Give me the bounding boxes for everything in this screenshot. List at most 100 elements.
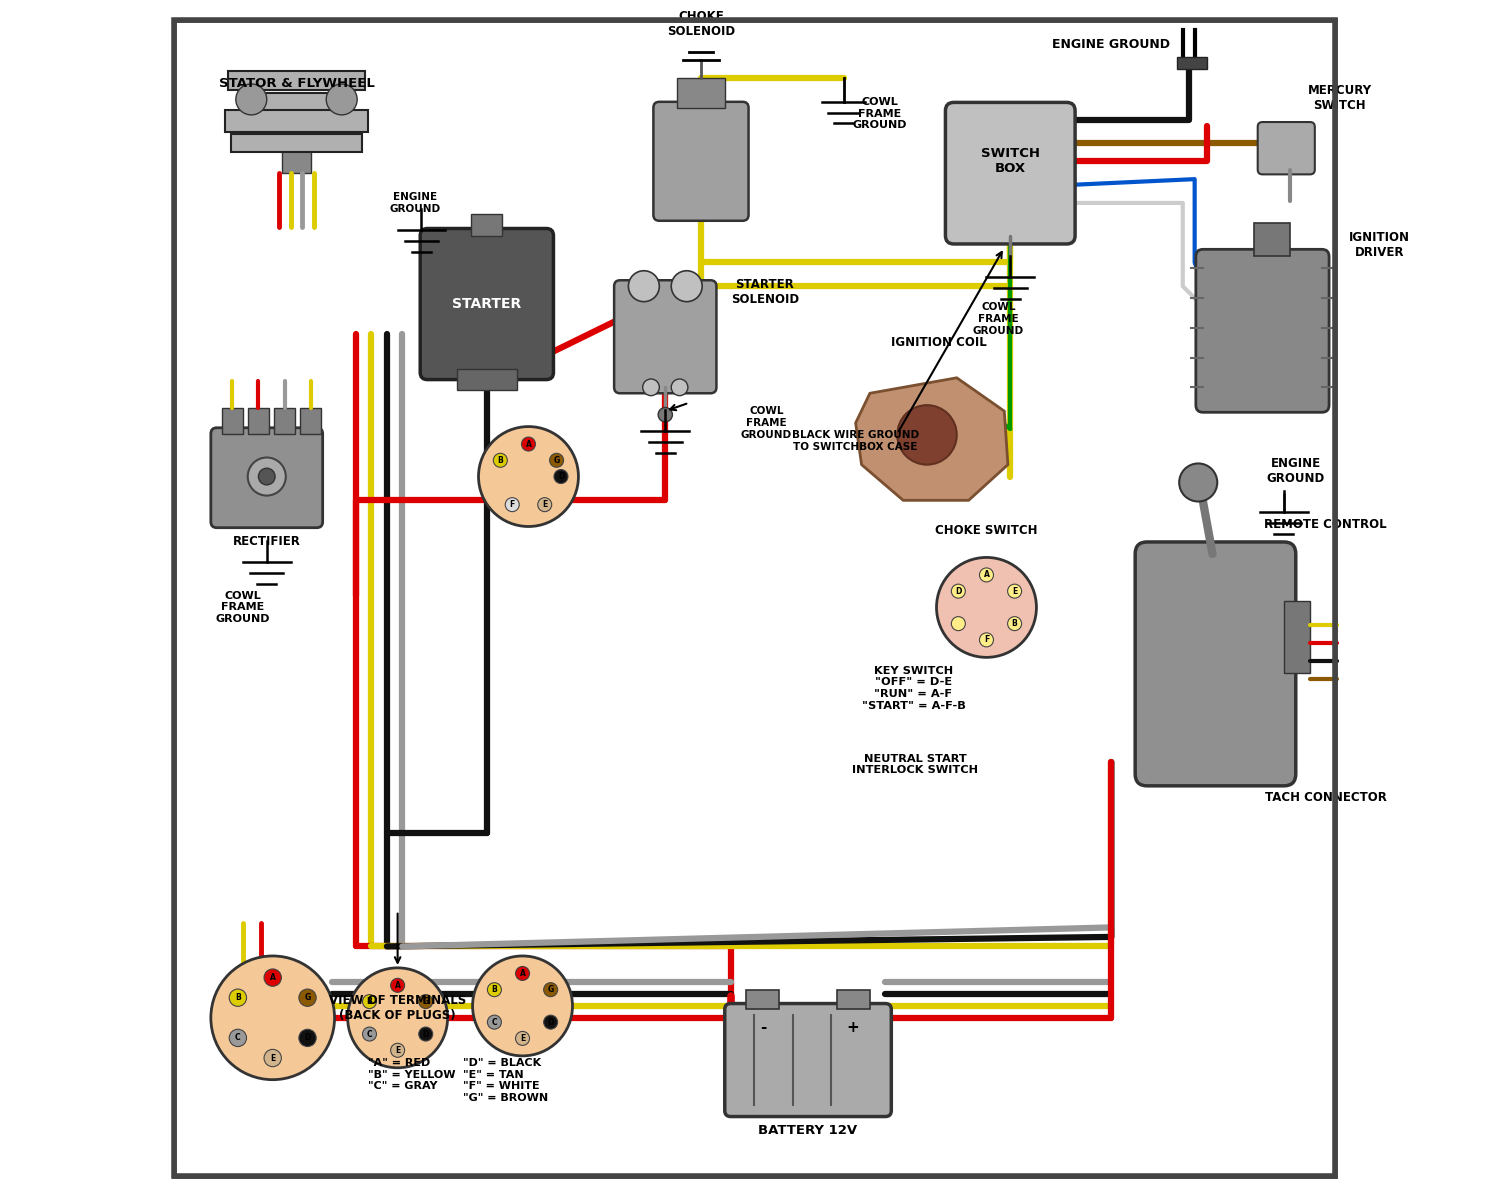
Text: E: E <box>270 1054 275 1062</box>
Circle shape <box>264 1049 281 1067</box>
Text: ENGINE
GROUND: ENGINE GROUND <box>389 192 441 213</box>
Circle shape <box>235 85 267 114</box>
Bar <box>275 407 296 434</box>
FancyBboxPatch shape <box>653 101 748 220</box>
Text: KEY SWITCH
"OFF" = D-E
"RUN" = A-F
"START" = A-F-B: KEY SWITCH "OFF" = D-E "RUN" = A-F "STAR… <box>862 666 966 711</box>
Text: A: A <box>395 981 400 990</box>
Circle shape <box>493 454 507 467</box>
Text: B: B <box>1011 619 1017 628</box>
Circle shape <box>543 1015 558 1029</box>
Text: +: + <box>847 1019 860 1035</box>
Circle shape <box>362 1027 376 1041</box>
Text: F: F <box>510 500 515 510</box>
FancyBboxPatch shape <box>1135 542 1296 786</box>
Circle shape <box>347 968 448 1068</box>
Bar <box>1254 223 1290 256</box>
Text: E: E <box>1013 587 1017 596</box>
Text: G: G <box>305 993 311 1002</box>
Text: IGNITION COIL: IGNITION COIL <box>890 336 987 349</box>
Circle shape <box>264 969 281 986</box>
Polygon shape <box>856 378 1008 500</box>
Text: CHOKE
SOLENOID: CHOKE SOLENOID <box>667 11 735 38</box>
Text: -: - <box>759 1019 767 1035</box>
Circle shape <box>628 270 659 301</box>
Bar <box>471 214 502 236</box>
Circle shape <box>229 989 246 1006</box>
Text: VIEW OF TERMINALS
(BACK OF PLUGS): VIEW OF TERMINALS (BACK OF PLUGS) <box>329 994 466 1022</box>
Circle shape <box>247 457 285 495</box>
FancyBboxPatch shape <box>1195 249 1329 412</box>
Circle shape <box>672 270 702 301</box>
Text: D: D <box>955 587 961 596</box>
Circle shape <box>979 568 993 582</box>
Circle shape <box>418 1027 433 1041</box>
Text: C: C <box>235 1034 241 1042</box>
Circle shape <box>487 983 501 997</box>
Bar <box>678 79 724 107</box>
Bar <box>228 71 365 89</box>
Bar <box>836 991 869 1010</box>
Circle shape <box>516 966 530 980</box>
Bar <box>300 407 321 434</box>
Text: A: A <box>984 570 990 579</box>
Text: G: G <box>423 997 429 1006</box>
Bar <box>745 991 780 1010</box>
Text: "D" = BLACK
"E" = TAN
"F" = WHITE
"G" = BROWN: "D" = BLACK "E" = TAN "F" = WHITE "G" = … <box>463 1059 548 1103</box>
Text: D: D <box>305 1034 311 1042</box>
Text: A: A <box>519 969 525 978</box>
Circle shape <box>537 498 552 512</box>
Bar <box>1177 57 1207 69</box>
Text: NEUTRAL START
INTERLOCK SWITCH: NEUTRAL START INTERLOCK SWITCH <box>853 754 978 775</box>
Circle shape <box>391 1043 404 1058</box>
Text: C: C <box>367 1029 373 1039</box>
Text: A: A <box>270 973 276 983</box>
Circle shape <box>391 978 404 992</box>
Circle shape <box>979 632 993 647</box>
Bar <box>222 407 243 434</box>
Circle shape <box>229 1029 246 1047</box>
Text: D: D <box>558 472 564 481</box>
Circle shape <box>1008 617 1022 630</box>
Text: COWL
FRAME
GROUND: COWL FRAME GROUND <box>853 98 907 130</box>
Text: STATOR & FLYWHEEL: STATOR & FLYWHEEL <box>219 77 374 91</box>
Bar <box>240 93 353 111</box>
Text: D: D <box>548 1017 554 1027</box>
Text: RECTIFIER: RECTIFIER <box>232 536 300 549</box>
FancyBboxPatch shape <box>420 229 554 380</box>
Text: CHOKE SWITCH: CHOKE SWITCH <box>936 524 1038 537</box>
Bar <box>457 369 516 391</box>
Text: G: G <box>554 456 560 464</box>
Circle shape <box>1008 584 1022 598</box>
Circle shape <box>672 379 688 395</box>
Text: D: D <box>423 1029 429 1039</box>
Text: MERCURY
SWITCH: MERCURY SWITCH <box>1308 85 1372 112</box>
Text: COWL
FRAME
GROUND: COWL FRAME GROUND <box>973 303 1025 336</box>
FancyBboxPatch shape <box>724 1004 892 1116</box>
Text: TACH CONNECTOR: TACH CONNECTOR <box>1265 791 1387 804</box>
Text: E: E <box>521 1034 525 1043</box>
Circle shape <box>898 405 957 464</box>
FancyBboxPatch shape <box>946 102 1074 244</box>
Circle shape <box>643 379 659 395</box>
Bar <box>225 110 368 131</box>
Circle shape <box>658 407 673 422</box>
FancyBboxPatch shape <box>614 280 717 393</box>
Text: F: F <box>984 635 988 644</box>
Circle shape <box>487 1015 501 1029</box>
Bar <box>247 407 269 434</box>
Text: A: A <box>525 439 531 449</box>
Circle shape <box>299 1029 317 1047</box>
Bar <box>282 95 311 173</box>
Text: BLACK WIRE GROUND
TO SWITCHBOX CASE: BLACK WIRE GROUND TO SWITCHBOX CASE <box>792 430 919 451</box>
Text: COWL
FRAME
GROUND: COWL FRAME GROUND <box>216 591 270 624</box>
Circle shape <box>418 994 433 1009</box>
Circle shape <box>516 1031 530 1046</box>
Text: ENGINE GROUND: ENGINE GROUND <box>1052 38 1171 51</box>
Circle shape <box>258 468 275 485</box>
Circle shape <box>478 426 578 526</box>
Text: COWL
FRAME
GROUND: COWL FRAME GROUND <box>741 406 792 439</box>
Text: BATTERY 12V: BATTERY 12V <box>759 1124 857 1137</box>
Circle shape <box>549 454 563 467</box>
Text: B: B <box>492 985 498 994</box>
Text: B: B <box>498 456 502 464</box>
